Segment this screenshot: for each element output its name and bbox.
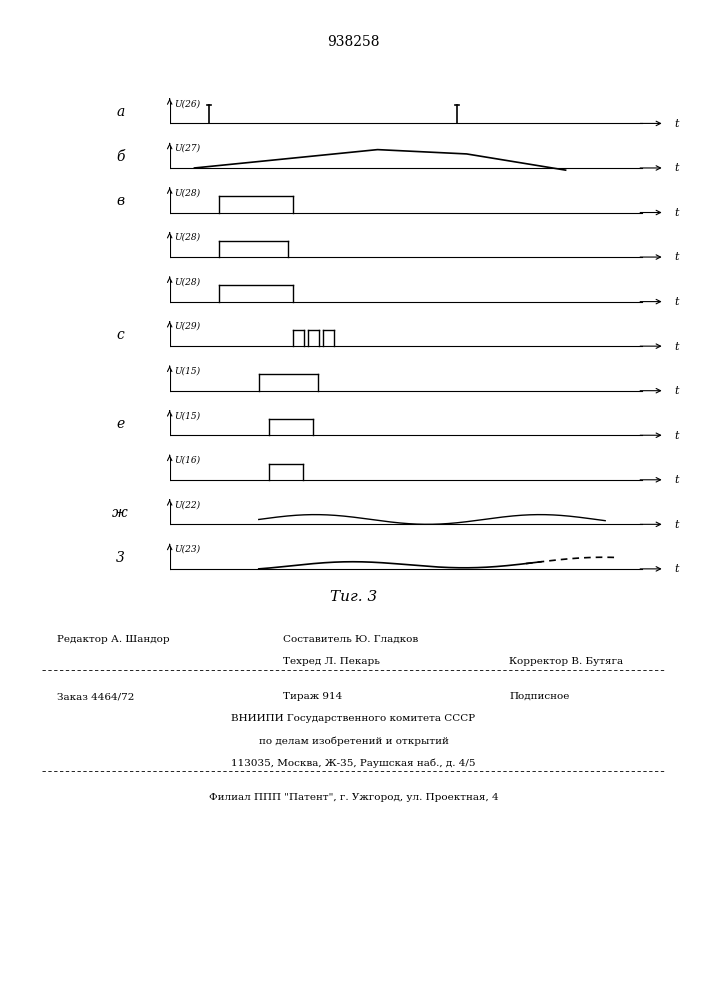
- Text: U(15): U(15): [175, 367, 201, 376]
- Text: с: с: [117, 328, 124, 342]
- Text: б: б: [116, 150, 124, 164]
- Text: U(28): U(28): [175, 277, 201, 286]
- Text: t: t: [674, 342, 679, 352]
- Text: U(15): U(15): [175, 411, 201, 420]
- Text: t: t: [674, 431, 679, 441]
- Text: t: t: [674, 564, 679, 574]
- Text: U(22): U(22): [175, 500, 201, 509]
- Text: Корректор В. Бутяга: Корректор В. Бутяга: [509, 657, 623, 666]
- Text: 3: 3: [116, 551, 124, 565]
- Text: Составитель Ю. Гладков: Составитель Ю. Гладков: [283, 635, 418, 644]
- Text: Подписное: Подписное: [509, 692, 569, 701]
- Text: 938258: 938258: [327, 35, 380, 49]
- Text: t: t: [674, 297, 679, 307]
- Text: t: t: [674, 520, 679, 530]
- Text: в: в: [116, 194, 124, 208]
- Text: 113035, Москва, Ж-35, Раушская наб., д. 4/5: 113035, Москва, Ж-35, Раушская наб., д. …: [231, 758, 476, 768]
- Text: t: t: [674, 252, 679, 262]
- Text: а: а: [116, 105, 124, 119]
- Text: t: t: [674, 119, 679, 129]
- Text: t: t: [674, 163, 679, 173]
- Text: U(29): U(29): [175, 322, 201, 331]
- Text: Техред Л. Пекарь: Техред Л. Пекарь: [283, 657, 380, 666]
- Text: U(16): U(16): [175, 456, 201, 465]
- Text: ВНИИПИ Государственного комитета СССР: ВНИИПИ Государственного комитета СССР: [231, 714, 476, 723]
- Text: Филиал ППП "Патент", г. Ужгород, ул. Проектная, 4: Филиал ППП "Патент", г. Ужгород, ул. Про…: [209, 793, 498, 802]
- Text: Τиг. 3: Τиг. 3: [330, 590, 377, 604]
- Text: U(23): U(23): [175, 545, 201, 554]
- Text: Заказ 4464/72: Заказ 4464/72: [57, 692, 134, 701]
- Text: t: t: [674, 208, 679, 218]
- Text: ж: ж: [112, 506, 128, 520]
- Text: t: t: [674, 386, 679, 396]
- Text: U(27): U(27): [175, 144, 201, 153]
- Text: U(28): U(28): [175, 233, 201, 242]
- Text: t: t: [674, 475, 679, 485]
- Text: Редактор А. Шандор: Редактор А. Шандор: [57, 635, 169, 644]
- Text: по делам изобретений и открытий: по делам изобретений и открытий: [259, 736, 448, 746]
- Text: е: е: [116, 417, 124, 431]
- Text: Тираж 914: Тираж 914: [283, 692, 342, 701]
- Text: U(28): U(28): [175, 188, 201, 197]
- Text: U(26): U(26): [175, 99, 201, 108]
